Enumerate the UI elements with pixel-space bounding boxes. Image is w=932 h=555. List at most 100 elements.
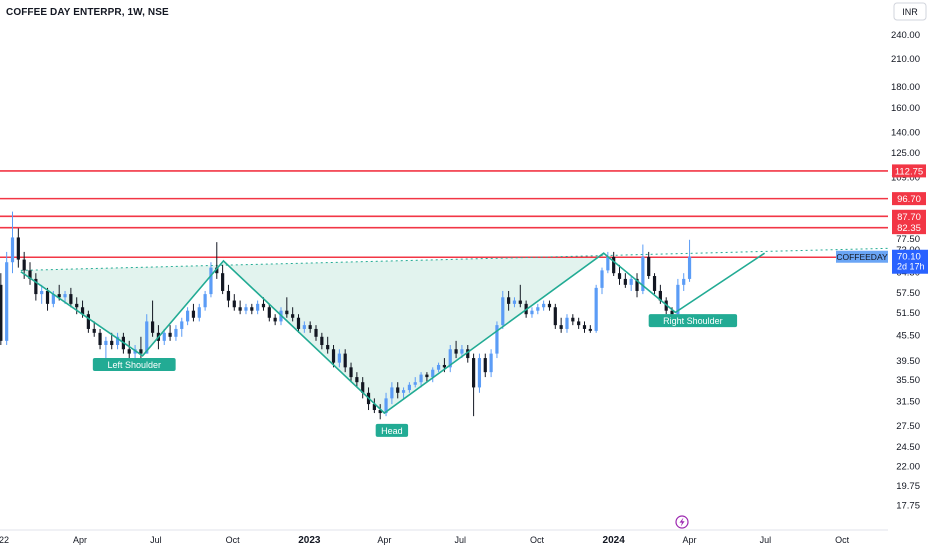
candle-body-28[interactable] — [162, 332, 166, 341]
candle-body-77[interactable] — [448, 349, 452, 368]
candle-body-31[interactable] — [180, 321, 184, 329]
candle-body-43[interactable] — [250, 307, 254, 311]
candle-body-86[interactable] — [501, 297, 505, 326]
currency-button[interactable] — [893, 2, 927, 21]
annotation-box-0[interactable] — [92, 358, 176, 372]
symbol-tag[interactable] — [836, 250, 888, 263]
candle-body-12[interactable] — [69, 294, 73, 304]
candle-body-19[interactable] — [110, 340, 114, 346]
candle-body-67[interactable] — [390, 387, 394, 399]
candle-body-0[interactable] — [0, 284, 3, 341]
candle-body-52[interactable] — [302, 325, 306, 329]
candle-body-4[interactable] — [22, 259, 26, 271]
candle-body-73[interactable] — [425, 374, 429, 378]
candle-body-68[interactable] — [396, 387, 400, 393]
candle-body-109[interactable] — [635, 278, 639, 291]
candle-body-99[interactable] — [577, 321, 581, 326]
candle-body-88[interactable] — [512, 300, 517, 304]
candle-body-15[interactable] — [86, 314, 90, 329]
candle-body-58[interactable] — [337, 353, 341, 363]
candle-body-117[interactable] — [682, 278, 686, 285]
candle-body-45[interactable] — [261, 303, 266, 308]
candle-body-81[interactable] — [471, 358, 476, 388]
candle-body-96[interactable] — [559, 325, 563, 329]
candle-body-103[interactable] — [600, 270, 604, 288]
candle-body-24[interactable] — [139, 349, 143, 354]
candle-body-17[interactable] — [98, 332, 102, 346]
candle-body-46[interactable] — [267, 307, 271, 318]
candle-body-42[interactable] — [244, 307, 248, 311]
candle-body-110[interactable] — [641, 256, 645, 291]
candle-body-40[interactable] — [232, 300, 236, 308]
candle-body-33[interactable] — [191, 310, 196, 318]
candle-body-111[interactable] — [647, 256, 651, 277]
candle-body-56[interactable] — [326, 345, 330, 350]
candle-body-106[interactable] — [617, 273, 622, 279]
candle-body-10[interactable] — [57, 294, 61, 298]
candle-body-16[interactable] — [92, 328, 96, 333]
candle-body-65[interactable] — [378, 410, 382, 414]
candle-body-62[interactable] — [361, 382, 365, 393]
candle-body-91[interactable] — [530, 310, 534, 315]
candle-body-30[interactable] — [174, 328, 178, 337]
candle-body-25[interactable] — [145, 321, 149, 354]
candle-body-102[interactable] — [594, 287, 598, 331]
candle-body-50[interactable] — [291, 314, 295, 318]
candle-body-82[interactable] — [477, 358, 482, 388]
candle-body-3[interactable] — [16, 237, 20, 260]
candle-body-2[interactable] — [10, 237, 15, 263]
candle-body-22[interactable] — [127, 349, 131, 354]
candle-body-53[interactable] — [308, 325, 312, 329]
candle-body-80[interactable] — [466, 349, 470, 359]
inverse-head-shoulders-pattern[interactable] — [20, 252, 766, 415]
candle-body-32[interactable] — [186, 310, 190, 322]
candle-body-66[interactable] — [384, 398, 388, 414]
candle-body-115[interactable] — [670, 310, 674, 315]
candle-body-97[interactable] — [565, 317, 569, 329]
candle-body-64[interactable] — [372, 404, 376, 411]
candle-body-34[interactable] — [197, 307, 201, 318]
candle-body-55[interactable] — [320, 336, 324, 346]
candle-body-92[interactable] — [536, 307, 540, 311]
candle-body-61[interactable] — [355, 377, 359, 383]
candle-body-7[interactable] — [40, 290, 44, 295]
candle-body-57[interactable] — [331, 349, 336, 363]
candle-body-13[interactable] — [75, 303, 79, 308]
candle-body-74[interactable] — [431, 369, 435, 378]
candle-body-69[interactable] — [401, 390, 406, 393]
candle-body-100[interactable] — [582, 325, 587, 329]
candle-body-54[interactable] — [314, 328, 318, 337]
candle-body-6[interactable] — [34, 278, 38, 295]
candle-body-37[interactable] — [215, 267, 219, 274]
candle-body-104[interactable] — [606, 256, 610, 271]
candle-body-51[interactable] — [296, 317, 301, 329]
candle-body-29[interactable] — [168, 332, 172, 337]
candle-body-112[interactable] — [652, 276, 657, 291]
annotation-box-2[interactable] — [648, 314, 738, 328]
candle-body-101[interactable] — [588, 328, 592, 331]
candle-body-70[interactable] — [407, 384, 411, 391]
candle-body-59[interactable] — [343, 353, 347, 368]
candle-body-49[interactable] — [285, 310, 289, 315]
candle-body-8[interactable] — [45, 290, 50, 304]
candle-body-44[interactable] — [256, 303, 260, 311]
candle-body-95[interactable] — [553, 307, 557, 326]
candle-body-72[interactable] — [419, 374, 423, 383]
candle-body-9[interactable] — [51, 294, 55, 304]
candle-body-11[interactable] — [63, 294, 67, 298]
candle-body-98[interactable] — [571, 317, 575, 322]
candle-body-118[interactable] — [687, 256, 692, 279]
candle-body-5[interactable] — [28, 270, 32, 279]
candle-body-76[interactable] — [442, 364, 447, 368]
candle-body-39[interactable] — [226, 290, 231, 301]
candle-body-78[interactable] — [454, 349, 458, 354]
candle-body-38[interactable] — [221, 273, 225, 291]
candle-body-105[interactable] — [612, 256, 616, 274]
candle-body-87[interactable] — [507, 297, 511, 304]
candle-body-79[interactable] — [460, 349, 464, 354]
candle-body-36[interactable] — [209, 267, 213, 295]
candle-body-84[interactable] — [489, 353, 493, 373]
candle-body-108[interactable] — [629, 278, 633, 285]
candle-body-85[interactable] — [495, 325, 499, 354]
candle-body-35[interactable] — [203, 294, 207, 308]
